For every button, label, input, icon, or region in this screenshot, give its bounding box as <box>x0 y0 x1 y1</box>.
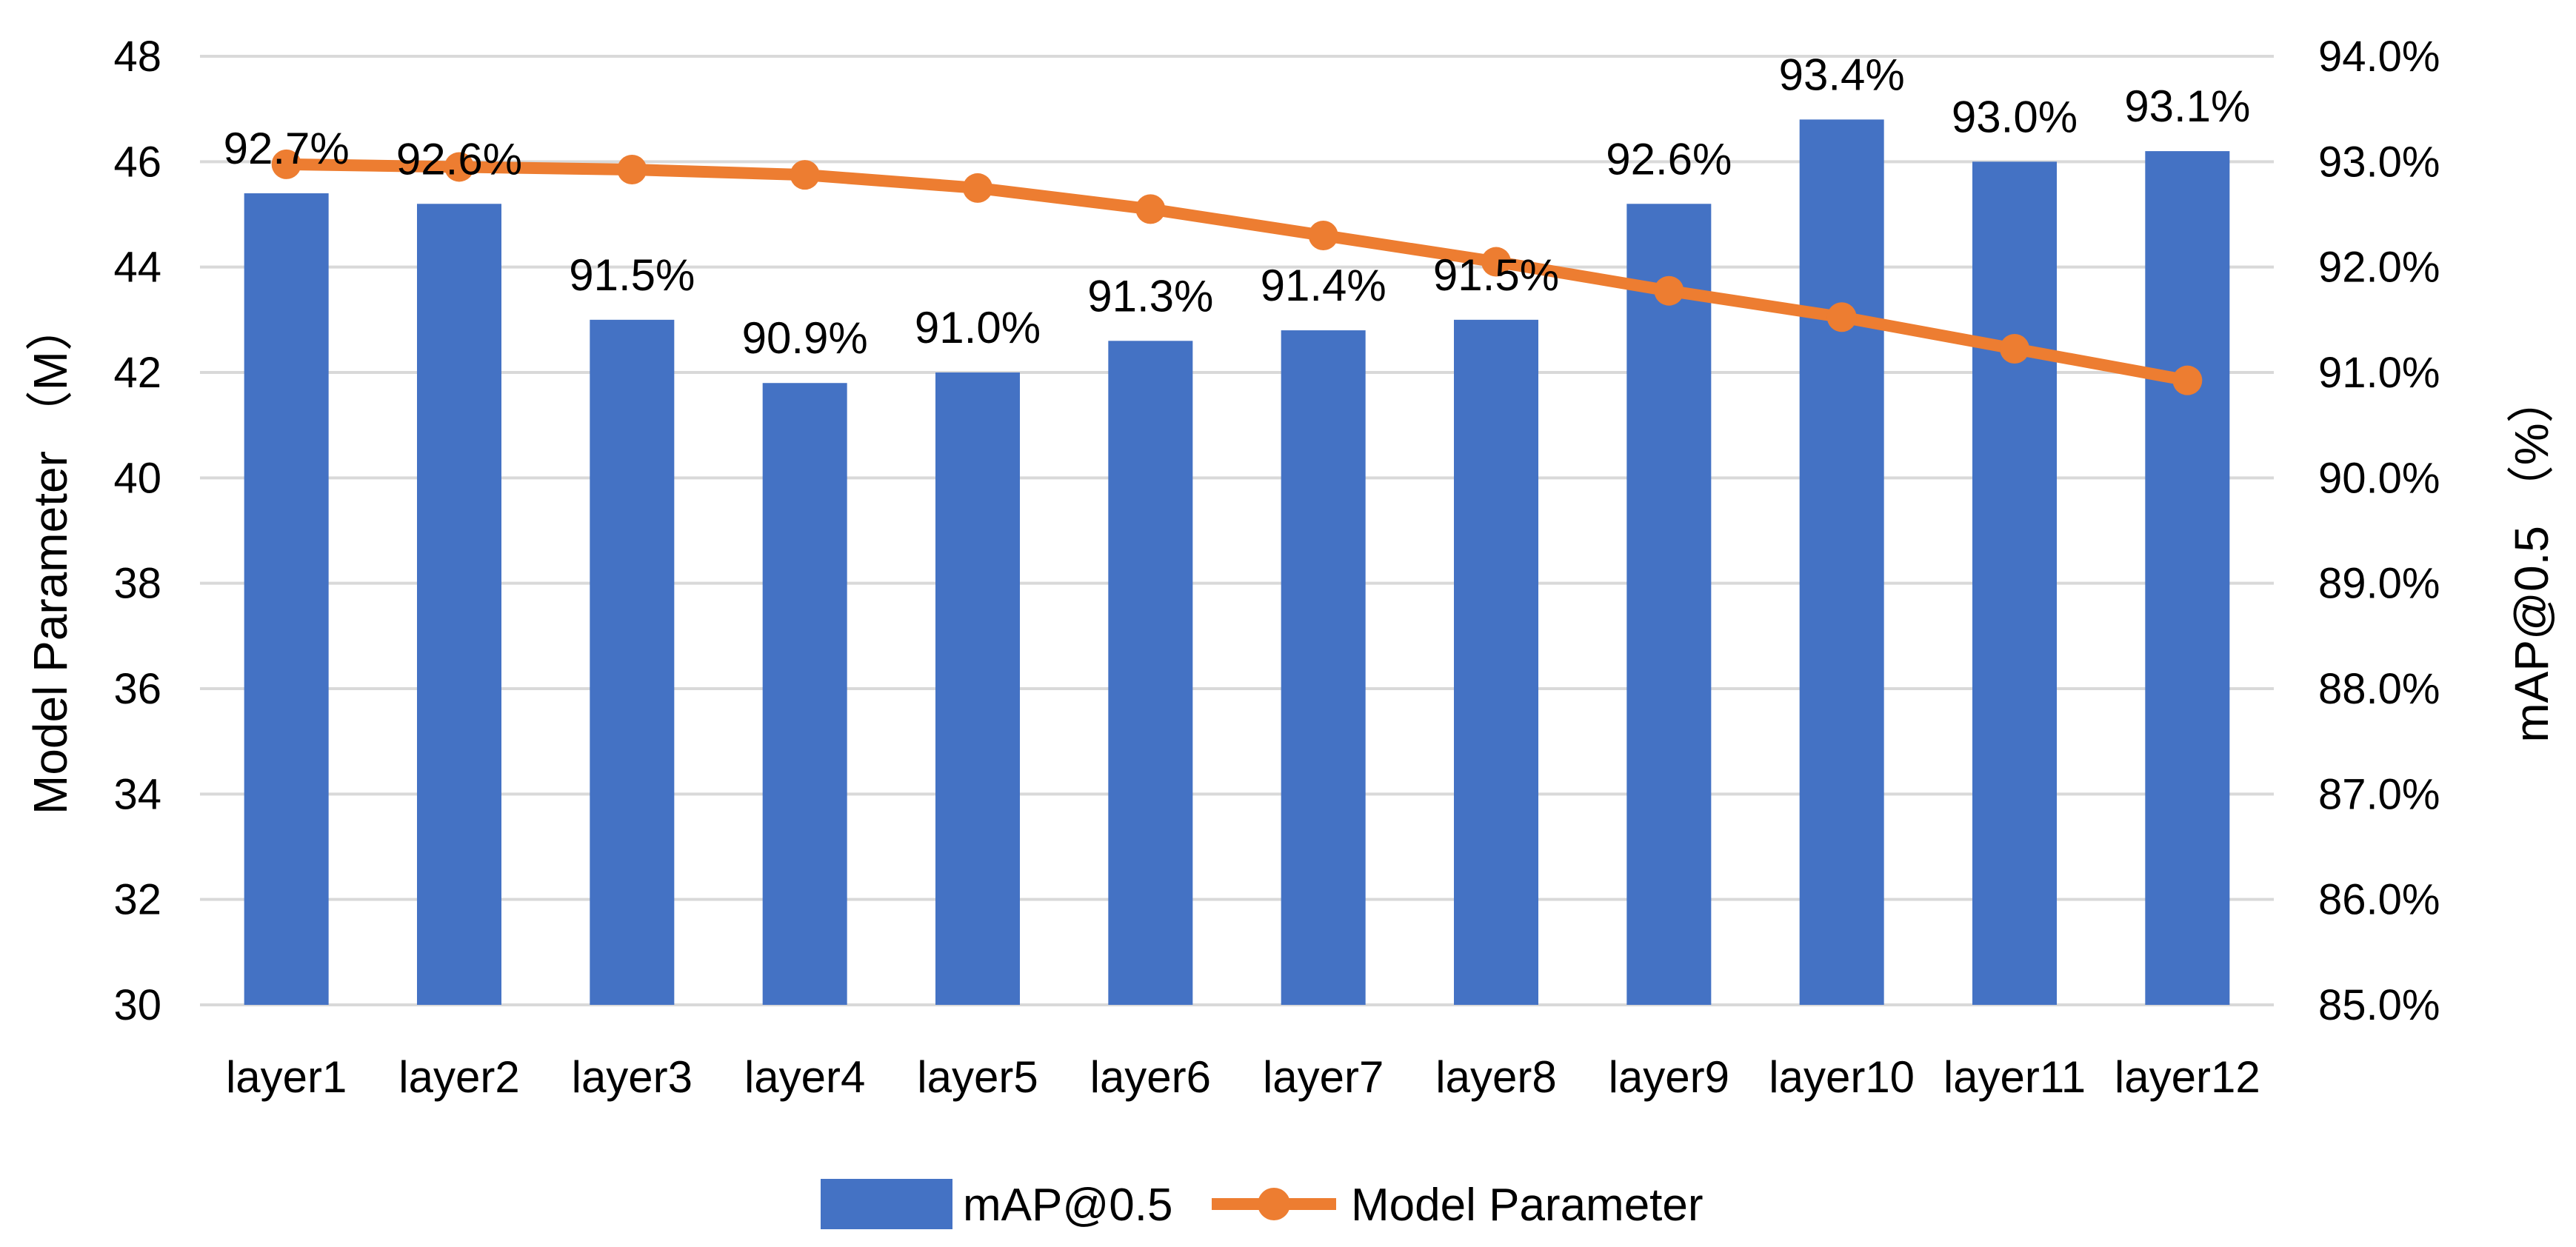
left-axis-ticks: 30 32 34 36 38 40 42 44 46 48 <box>113 33 161 1029</box>
right-tick-label: 85.0% <box>2318 981 2440 1029</box>
bar-data-label: 92.6% <box>1606 134 1732 184</box>
left-tick-label: 32 <box>113 876 161 924</box>
category-label: layer11 <box>1943 1052 2086 1102</box>
line-point <box>1308 220 1338 250</box>
left-tick-label: 44 <box>113 244 161 292</box>
left-tick-label: 30 <box>113 981 161 1029</box>
line-point <box>617 155 647 185</box>
right-tick-label: 91.0% <box>2318 349 2440 397</box>
data-labels: 92.7% 92.6% 91.5% 90.9% 91.0% 91.3% 91.4% 91.5%… <box>224 50 2251 363</box>
bar-data-label: 91.5% <box>569 250 695 300</box>
bar <box>1972 161 2057 1005</box>
category-label: layer10 <box>1769 1052 1915 1102</box>
left-tick-label: 34 <box>113 770 161 818</box>
right-tick-label: 89.0% <box>2318 560 2440 608</box>
line-point <box>1654 275 1684 306</box>
right-axis-title: mAP@0.5 （%） <box>2505 375 2558 742</box>
category-label: layer1 <box>226 1052 347 1102</box>
right-tick-label: 94.0% <box>2318 33 2440 81</box>
legend-label-bar: mAP@0.5 <box>963 1180 1172 1231</box>
bar-data-label: 91.3% <box>1087 271 1213 321</box>
category-label: layer9 <box>1609 1052 1729 1102</box>
series-line <box>286 158 2189 387</box>
left-tick-label: 40 <box>113 454 161 502</box>
category-labels: layer1 layer2 layer3 layer4 layer5 layer6 laye… <box>226 1052 2260 1102</box>
right-tick-label: 86.0% <box>2318 876 2440 924</box>
bar-data-label: 90.9% <box>742 313 868 363</box>
bar-data-label: 91.0% <box>915 303 1041 352</box>
bar <box>1454 319 1538 1005</box>
line-point <box>444 152 474 182</box>
category-label: layer4 <box>744 1052 865 1102</box>
right-tick-label: 88.0% <box>2318 665 2440 713</box>
right-tick-label: 93.0% <box>2318 138 2440 186</box>
bar <box>590 319 675 1005</box>
legend: mAP@0.5 Model Parameter <box>821 1179 1704 1231</box>
line-point <box>963 173 992 203</box>
left-axis-title: Model Parameter （M） <box>24 304 77 815</box>
right-tick-label: 87.0% <box>2318 770 2440 818</box>
line-point <box>1826 302 1857 332</box>
category-label: layer6 <box>1090 1052 1211 1102</box>
line-point <box>271 149 301 179</box>
bar-data-label: 91.5% <box>1433 250 1559 300</box>
bar-series <box>244 119 2230 1006</box>
bar <box>1799 119 1884 1005</box>
category-label: layer2 <box>398 1052 519 1102</box>
category-label: layer3 <box>572 1052 693 1102</box>
line-point <box>1135 194 1166 224</box>
gridlines <box>200 55 2274 1006</box>
legend-label-line: Model Parameter <box>1351 1180 1704 1231</box>
bar <box>2145 151 2230 1006</box>
left-tick-label: 46 <box>113 138 161 186</box>
right-tick-label: 90.0% <box>2318 454 2440 502</box>
category-label: layer12 <box>2115 1052 2260 1102</box>
bar <box>417 204 501 1006</box>
left-tick-label: 38 <box>113 560 161 608</box>
bar-data-label: 93.4% <box>1779 50 1905 99</box>
line-point <box>2172 365 2203 395</box>
bar <box>1626 204 1712 1006</box>
bar-data-label: 91.4% <box>1261 261 1387 310</box>
bar-data-label: 92.7% <box>224 124 350 173</box>
right-axis-ticks: 85.0% 86.0% 87.0% 88.0% 89.0% 90.0% 91.0% 92.0%… <box>2318 33 2440 1029</box>
bar <box>762 383 847 1005</box>
bar <box>1108 341 1193 1005</box>
line-point <box>2000 333 2029 364</box>
category-label: layer8 <box>1435 1052 1556 1102</box>
line-point <box>790 160 820 190</box>
line-series <box>271 149 2203 395</box>
category-label: layer5 <box>917 1052 1038 1102</box>
legend-swatch-bar <box>821 1179 952 1229</box>
bar <box>1281 330 1366 1006</box>
left-tick-label: 42 <box>113 349 161 397</box>
bar-data-label: 92.6% <box>396 134 522 184</box>
bar-data-label: 93.1% <box>2124 81 2250 131</box>
category-label: layer7 <box>1263 1052 1384 1102</box>
left-tick-label: 36 <box>113 665 161 713</box>
line-point <box>1481 247 1511 277</box>
right-tick-label: 92.0% <box>2318 244 2440 292</box>
legend-swatch-marker <box>1258 1188 1290 1220</box>
bar <box>244 193 329 1005</box>
bar-data-label: 93.0% <box>1952 92 2078 141</box>
left-tick-label: 48 <box>113 33 161 81</box>
bar <box>935 372 1020 1005</box>
